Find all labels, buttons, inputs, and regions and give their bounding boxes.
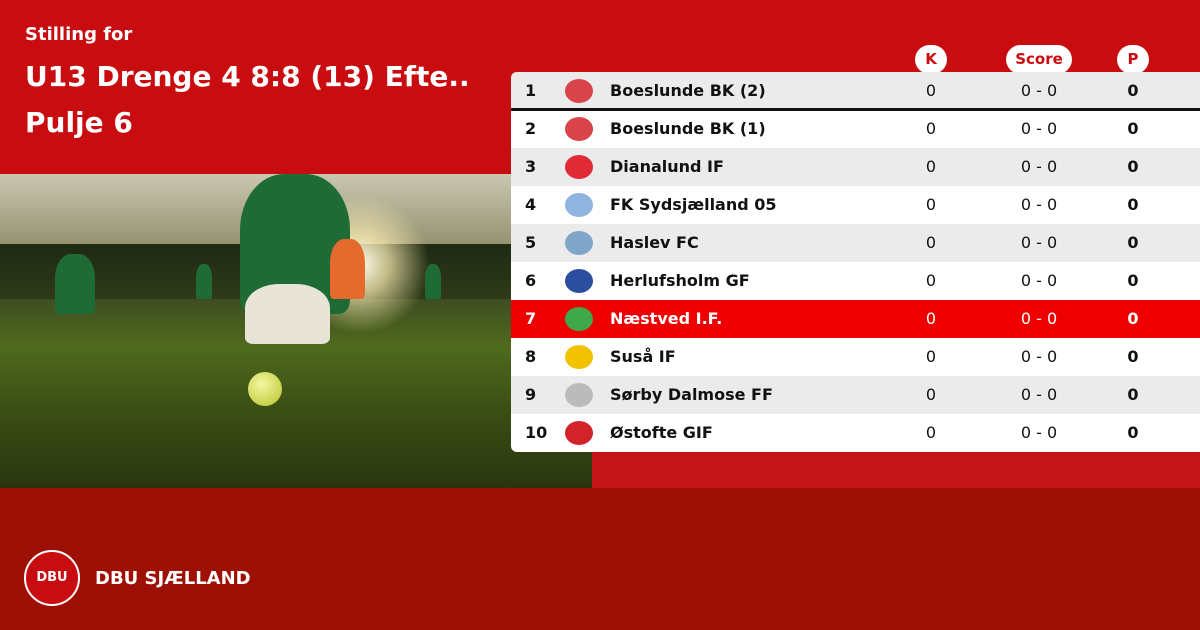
points-value: 0: [1127, 271, 1139, 290]
points-value: 0: [1127, 347, 1139, 366]
points-value: 0: [1127, 81, 1139, 100]
k-value: 0: [925, 309, 937, 328]
team-name: Boeslunde BK (1): [610, 119, 766, 138]
column-header-k: K: [915, 45, 947, 74]
score-value: 0 - 0: [1020, 157, 1058, 176]
divider: [511, 108, 1200, 111]
team-logo-icon: [565, 383, 593, 407]
points-value: 0: [1127, 423, 1139, 442]
points-value: 0: [1127, 195, 1139, 214]
k-value: 0: [925, 81, 937, 100]
k-value: 0: [925, 423, 937, 442]
k-value: 0: [925, 271, 937, 290]
team-logo-icon: [565, 307, 593, 331]
position: 5: [525, 233, 537, 252]
team-logo-icon: [565, 79, 593, 103]
table-row[interactable]: 7 Næstved I.F. 0 0 - 0 0: [511, 300, 1200, 338]
hero-photo: [0, 174, 592, 488]
dbu-logo: DBU: [24, 550, 80, 606]
standings-table: 1 Boeslunde BK (2) 0 0 - 0 0 2 Boeslunde BK (1…: [511, 72, 1200, 452]
points-value: 0: [1127, 385, 1139, 404]
brand-name: DBU SJÆLLAND: [95, 568, 251, 589]
position: 4: [525, 195, 537, 214]
table-row[interactable]: 3 Dianalund IF 0 0 - 0 0: [511, 148, 1200, 186]
score-value: 0 - 0: [1020, 81, 1058, 100]
position: 6: [525, 271, 537, 290]
score-value: 0 - 0: [1020, 233, 1058, 252]
team-logo-icon: [565, 155, 593, 179]
team-logo-icon: [565, 193, 593, 217]
k-value: 0: [925, 233, 937, 252]
position: 8: [525, 347, 537, 366]
team-name: Sørby Dalmose FF: [610, 385, 773, 404]
team-name: Haslev FC: [610, 233, 699, 252]
score-value: 0 - 0: [1020, 423, 1058, 442]
k-value: 0: [925, 347, 937, 366]
team-name: Suså IF: [610, 347, 676, 366]
k-value: 0: [925, 195, 937, 214]
k-value: 0: [925, 157, 937, 176]
team-logo-icon: [565, 421, 593, 445]
position: 7: [525, 309, 537, 328]
score-value: 0 - 0: [1020, 347, 1058, 366]
table-row[interactable]: 9 Sørby Dalmose FF 0 0 - 0 0: [511, 376, 1200, 414]
page-title: U13 Drenge 4 8:8 (13) Efte..: [25, 60, 470, 93]
position: 3: [525, 157, 537, 176]
table-row[interactable]: 2 Boeslunde BK (1) 0 0 - 0 0: [511, 110, 1200, 148]
team-logo-icon: [565, 117, 593, 141]
column-header-score: Score: [1006, 45, 1072, 74]
team-name: Herlufsholm GF: [610, 271, 750, 290]
score-value: 0 - 0: [1020, 195, 1058, 214]
team-name: Østofte GIF: [610, 423, 713, 442]
score-value: 0 - 0: [1020, 271, 1058, 290]
k-value: 0: [925, 385, 937, 404]
score-value: 0 - 0: [1020, 385, 1058, 404]
score-value: 0 - 0: [1020, 309, 1058, 328]
score-value: 0 - 0: [1020, 119, 1058, 138]
table-row[interactable]: 6 Herlufsholm GF 0 0 - 0 0: [511, 262, 1200, 300]
points-value: 0: [1127, 157, 1139, 176]
table-row[interactable]: 1 Boeslunde BK (2) 0 0 - 0 0: [511, 72, 1200, 111]
subtitle: Stilling for: [25, 24, 133, 45]
position: 10: [525, 423, 548, 442]
k-value: 0: [925, 119, 937, 138]
team-logo-icon: [565, 345, 593, 369]
points-value: 0: [1127, 309, 1139, 328]
pool-label: Pulje 6: [25, 106, 133, 139]
table-row[interactable]: 8 Suså IF 0 0 - 0 0: [511, 338, 1200, 376]
team-name: FK Sydsjælland 05: [610, 195, 777, 214]
team-name: Boeslunde BK (2): [610, 81, 766, 100]
position: 9: [525, 385, 537, 404]
team-name: Næstved I.F.: [610, 309, 723, 328]
points-value: 0: [1127, 233, 1139, 252]
team-logo-icon: [565, 269, 593, 293]
team-logo-icon: [565, 231, 593, 255]
position: 1: [525, 81, 537, 100]
position: 2: [525, 119, 537, 138]
table-row[interactable]: 5 Haslev FC 0 0 - 0 0: [511, 224, 1200, 262]
table-row[interactable]: 4 FK Sydsjælland 05 0 0 - 0 0: [511, 186, 1200, 224]
points-value: 0: [1127, 119, 1139, 138]
column-header-p: P: [1117, 45, 1149, 74]
table-row[interactable]: 10 Østofte GIF 0 0 - 0 0: [511, 414, 1200, 452]
team-name: Dianalund IF: [610, 157, 724, 176]
